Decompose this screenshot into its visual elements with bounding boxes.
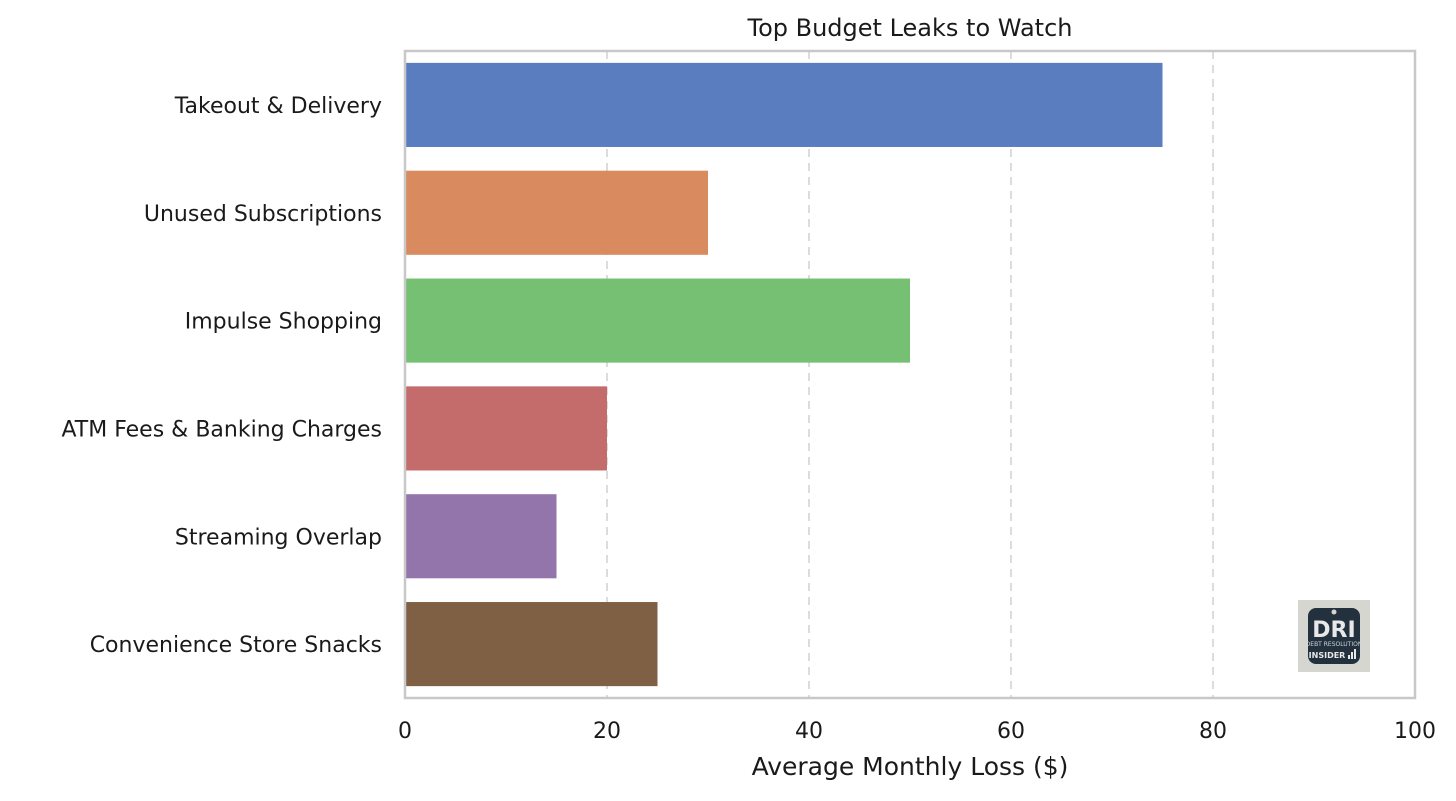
bars <box>405 62 1163 687</box>
x-tick-label: 60 <box>997 719 1025 744</box>
bar <box>405 170 708 255</box>
bar <box>405 278 910 363</box>
category-label: Streaming Overlap <box>175 525 382 550</box>
logo-text-debt-resolution: DEBT RESOLUTION <box>1306 641 1363 648</box>
bar <box>405 602 658 687</box>
chart-icon <box>1348 649 1356 659</box>
chart-title: Top Budget Leaks to Watch <box>747 14 1073 42</box>
category-label: Convenience Store Snacks <box>90 633 382 658</box>
category-label: Unused Subscriptions <box>144 202 382 227</box>
category-labels: Takeout & Delivery Unused Subscriptions Im… <box>61 94 382 658</box>
bar <box>405 62 1163 147</box>
logo-text-dri: DRI <box>1312 618 1355 643</box>
x-tick-label: 20 <box>593 719 621 744</box>
logo-text-insider: INSIDER <box>1309 651 1346 660</box>
x-tick-label: 0 <box>398 719 412 744</box>
plot-frame <box>403 49 1417 700</box>
x-tick-label: 80 <box>1199 719 1227 744</box>
dri-insider-logo: DRI DEBT RESOLUTION INSIDER <box>1298 600 1370 672</box>
x-tick-label: 40 <box>795 719 823 744</box>
bar <box>405 386 607 471</box>
bar <box>405 494 557 579</box>
category-label: Takeout & Delivery <box>174 94 382 119</box>
x-tick-labels: 0 20 40 60 80 100 <box>398 719 1436 744</box>
grid-lines <box>606 51 1214 698</box>
x-axis-title: Average Monthly Loss ($) <box>752 752 1069 781</box>
x-tick-label: 100 <box>1394 719 1436 744</box>
category-label: ATM Fees & Banking Charges <box>61 417 382 442</box>
category-label: Impulse Shopping <box>185 310 382 335</box>
